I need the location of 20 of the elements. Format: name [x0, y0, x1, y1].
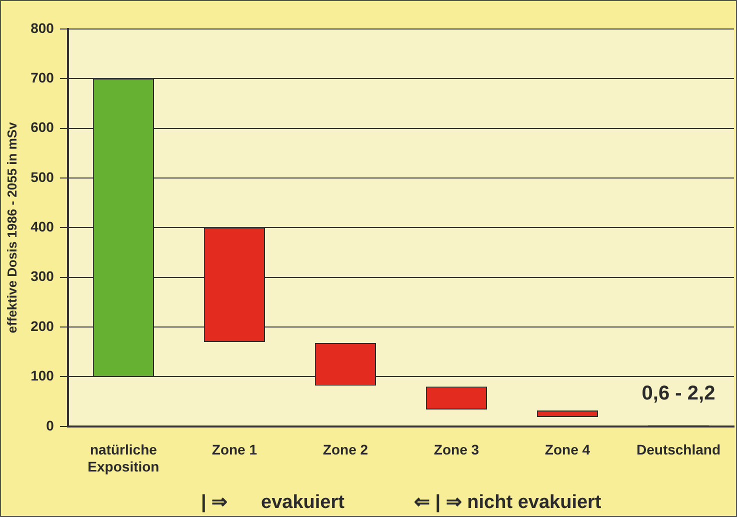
- text: | ⇒: [201, 492, 228, 513]
- x-tick-label: Zone 2: [322, 442, 368, 458]
- annotation: 0,6 - 2,2: [642, 382, 716, 404]
- y-tick-label: 800: [30, 20, 54, 36]
- y-tick-label: 100: [30, 368, 54, 384]
- x-tick-label: Zone 3: [434, 442, 480, 458]
- y-tick-label: 0: [46, 417, 54, 434]
- y-tick-label: 300: [30, 268, 54, 284]
- x-tick-label: natürliche Exposition: [88, 442, 160, 474]
- x-tick-label: Deutschland: [636, 442, 721, 458]
- text: evakuiert: [261, 492, 346, 513]
- y-tick-label: 600: [30, 119, 54, 136]
- y-axis-title: effektive Dosis 1986 - 2055 in mSv: [4, 121, 20, 334]
- x-tick-label: Zone 4: [544, 442, 590, 458]
- x-tick-label: Zone 1: [212, 442, 258, 458]
- y-tick-label: 700: [30, 70, 54, 86]
- y-tick-label: 400: [30, 218, 54, 235]
- y-tick-label: 500: [30, 168, 54, 185]
- text: ⇐ | ⇒ nicht evakuiert: [414, 492, 602, 513]
- y-tick-label: 200: [30, 318, 54, 334]
